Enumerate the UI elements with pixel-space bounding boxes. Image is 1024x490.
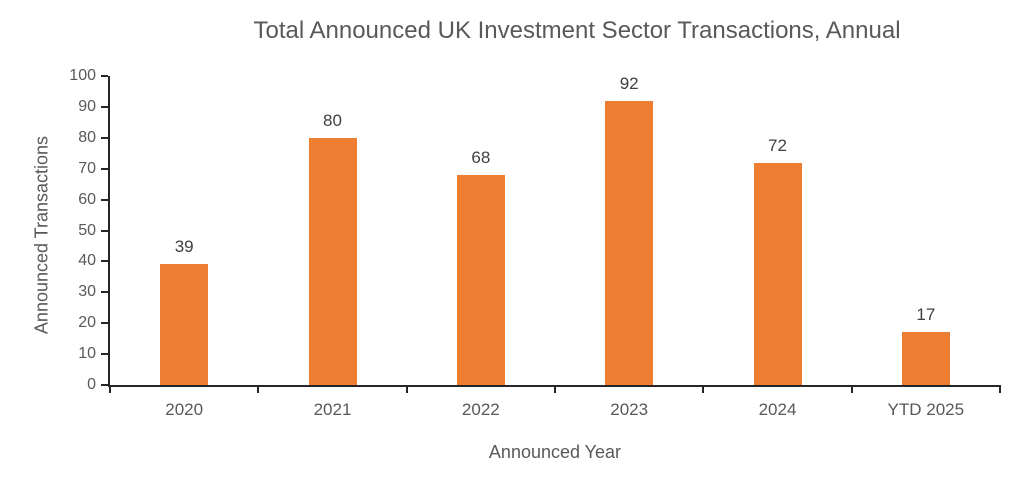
y-axis-label-100: 100 — [69, 67, 96, 84]
x-axis-label-ytd-2025: YTD 2025 — [887, 400, 965, 419]
data-label-ytd-2025: 17 — [916, 305, 936, 325]
y-axis-label-0: 0 — [87, 376, 96, 393]
y-axis-tick-30 — [101, 291, 108, 294]
y-axis-tick-80 — [101, 136, 108, 139]
bar-2023 — [605, 100, 654, 385]
y-axis-label-50: 50 — [78, 221, 96, 239]
y-axis-tick-40 — [101, 260, 108, 263]
y-axis-label-80: 80 — [78, 128, 96, 146]
bar-2021 — [308, 137, 357, 385]
data-label-2022: 68 — [471, 147, 491, 167]
x-axis-tick-0 — [109, 385, 111, 393]
y-axis-label-30: 30 — [78, 283, 96, 301]
y-axis-tick-70 — [101, 167, 108, 170]
y-axis-label-60: 60 — [78, 190, 96, 208]
y-axis-tick-50 — [101, 229, 108, 232]
x-axis-label-2023: 2023 — [610, 400, 649, 419]
y-axis-label-10: 10 — [78, 345, 96, 363]
x-axis-label-2021: 2021 — [313, 400, 352, 419]
y-axis-tick-100 — [101, 75, 108, 77]
bar-ytd-2025 — [901, 332, 950, 385]
y-axis-label-70: 70 — [78, 159, 96, 177]
chart-title: Total Announced UK Investment Sector Tra… — [253, 17, 901, 44]
x-axis-tick-1 — [257, 385, 260, 393]
y-axis-label-40: 40 — [78, 252, 96, 270]
x-axis-tick-2 — [405, 385, 408, 393]
x-axis-label-2024: 2024 — [758, 400, 797, 419]
x-axis-label-2020: 2020 — [165, 400, 204, 419]
x-axis-tick-6 — [999, 385, 1001, 393]
data-label-2021: 80 — [323, 110, 342, 130]
y-axis-tick-0 — [101, 384, 108, 386]
bar-2020 — [160, 264, 209, 385]
x-axis-tick-5 — [850, 385, 853, 393]
data-label-2023: 92 — [619, 73, 639, 93]
y-axis-tick-20 — [101, 322, 108, 325]
x-axis-tick-4 — [702, 385, 705, 393]
y-axis-tick-90 — [101, 105, 108, 108]
y-axis-line — [108, 76, 110, 387]
x-axis-tick-3 — [554, 385, 556, 393]
y-axis-tick-60 — [101, 198, 108, 201]
y-axis-label-90: 90 — [78, 97, 96, 115]
x-axis-title: Announced Year — [488, 442, 622, 462]
bar-2022 — [456, 174, 505, 385]
bar-2024 — [753, 162, 802, 385]
x-axis-label-2022: 2022 — [461, 400, 500, 419]
data-label-2024: 72 — [768, 135, 787, 155]
y-axis-tick-10 — [101, 353, 108, 356]
data-label-2020: 39 — [174, 237, 194, 257]
y-axis-label-20: 20 — [78, 314, 96, 332]
